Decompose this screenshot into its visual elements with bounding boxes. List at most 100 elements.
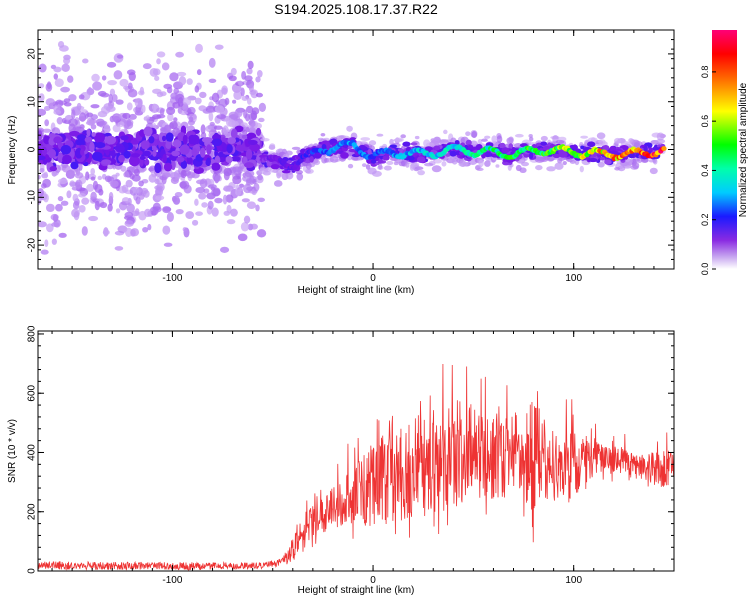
spectrogram-blob bbox=[368, 140, 377, 146]
spectrogram-blob bbox=[101, 75, 107, 81]
spectrogram-blob bbox=[402, 141, 411, 147]
colorbar-tick-label: 0.8 bbox=[700, 66, 710, 79]
spectrogram-blob bbox=[71, 109, 76, 120]
spectrogram-blob bbox=[198, 105, 207, 112]
spectrogram-blob bbox=[238, 80, 243, 86]
spectrogram-blob bbox=[257, 174, 263, 181]
spectrogram-blob bbox=[56, 117, 63, 125]
spectrogram-blob bbox=[79, 124, 85, 130]
spectrogram-blob bbox=[431, 165, 442, 173]
spectrogram-blob bbox=[72, 193, 79, 202]
spectrogram-blob bbox=[411, 162, 420, 167]
spectrogram-blob bbox=[230, 67, 237, 76]
spectrogram-blob bbox=[80, 148, 85, 156]
spectrogram-blob bbox=[126, 69, 136, 76]
spectrogram-blob bbox=[66, 190, 72, 199]
spectrogram-blob bbox=[496, 135, 503, 144]
spectrogram-blob bbox=[144, 158, 150, 166]
spectrogram-blob bbox=[222, 186, 233, 192]
spectrogram-blob bbox=[161, 62, 170, 71]
spectrogram-blob bbox=[105, 135, 117, 145]
spectrogram-ridge-point bbox=[661, 146, 667, 151]
spectrogram-blob bbox=[320, 133, 326, 137]
spectrogram-blob bbox=[175, 51, 184, 58]
spectrogram-blob bbox=[246, 97, 252, 105]
spectrogram-blob bbox=[598, 139, 606, 145]
spectrogram-blob bbox=[604, 159, 612, 165]
spectrogram-blob bbox=[115, 99, 124, 105]
spectrogram-blob bbox=[254, 122, 262, 129]
spectrogram-blob bbox=[442, 139, 453, 143]
spectrogram-blob bbox=[178, 76, 187, 86]
spectrogram-blob bbox=[132, 186, 140, 194]
spectrogram-blob bbox=[346, 125, 353, 132]
spectrogram-blob bbox=[182, 227, 188, 232]
spectrogram-blob bbox=[211, 188, 221, 197]
spectrogram-blob bbox=[495, 164, 500, 168]
spectrogram-blob bbox=[162, 153, 167, 164]
colorbar-tick-label: 0.0 bbox=[700, 263, 710, 276]
spectrogram-blob bbox=[42, 178, 51, 188]
spectrogram-blob bbox=[481, 138, 488, 142]
spectrogram-blob bbox=[43, 135, 51, 145]
spectrogram-blob bbox=[211, 207, 219, 217]
spectrogram-blob bbox=[232, 99, 237, 104]
spectrogram-blob bbox=[41, 146, 48, 156]
spectrogram-blob bbox=[162, 206, 172, 212]
spectrogram-blob bbox=[161, 135, 167, 142]
spectrogram-blob bbox=[38, 63, 47, 73]
spectrogram-blob bbox=[88, 215, 99, 222]
spectrogram-blob bbox=[410, 142, 418, 146]
spectrogram-blob bbox=[321, 144, 327, 151]
spectrogram-blob bbox=[643, 145, 648, 153]
spectrogram-blob bbox=[40, 249, 49, 255]
spectrogram-blob bbox=[243, 183, 252, 194]
spectrogram-blob bbox=[55, 203, 63, 212]
spectrogram-blob bbox=[449, 150, 457, 157]
spectrogram-blob bbox=[175, 208, 184, 215]
x-tick-label: 0 bbox=[370, 273, 376, 284]
spectrogram-blob bbox=[118, 201, 128, 211]
spectrogram-blob bbox=[255, 92, 263, 98]
spectrogram-blob bbox=[208, 57, 216, 68]
spectrogram-blob bbox=[246, 67, 253, 75]
spectrogram-blob bbox=[154, 75, 160, 81]
spectrogram-blob bbox=[97, 175, 103, 181]
spectrogram-blob bbox=[370, 159, 377, 164]
spectrogram-blob bbox=[173, 195, 180, 205]
spectrogram-blob bbox=[194, 85, 200, 93]
spectrogram-blob bbox=[166, 212, 174, 222]
spectrogram-blob bbox=[62, 154, 72, 165]
spectrogram-blob bbox=[84, 136, 93, 143]
spectrogram-blob bbox=[100, 92, 110, 98]
spectrogram-blob bbox=[162, 225, 171, 235]
spectrogram-blob bbox=[382, 155, 390, 161]
spectrogram-blob bbox=[508, 136, 514, 143]
spectrogram-blob bbox=[223, 171, 230, 181]
spectrogram-blob bbox=[180, 169, 187, 179]
spectrogram-blob bbox=[135, 208, 140, 215]
spectrogram-blob bbox=[540, 141, 548, 146]
spectrogram-blob bbox=[123, 171, 128, 178]
spectrogram-blob bbox=[107, 79, 118, 86]
spectrogram-blob bbox=[63, 98, 71, 103]
y-tick-label: 800 bbox=[27, 325, 38, 342]
spectrogram-blob bbox=[199, 178, 208, 189]
spectrogram-blob bbox=[273, 180, 283, 187]
spectrogram-blob bbox=[173, 87, 180, 95]
spectrogram-blob bbox=[227, 137, 237, 144]
spectrogram-blob bbox=[656, 132, 665, 141]
spectrogram-blob bbox=[209, 121, 215, 127]
spectrogram-blob bbox=[51, 238, 57, 245]
spectrogram-blob bbox=[240, 222, 250, 232]
spectrogram-blob bbox=[148, 167, 155, 172]
spectrogram-blob bbox=[226, 219, 236, 225]
spectrogram-blob bbox=[105, 105, 116, 113]
spectrogram-blob bbox=[57, 178, 68, 185]
spectrogram-blob bbox=[540, 135, 548, 142]
spectrogram-blob bbox=[214, 44, 224, 50]
spectrogram-blob bbox=[118, 154, 125, 163]
spectrogram-blob bbox=[86, 183, 95, 192]
spectrogram-blob bbox=[389, 144, 398, 148]
spectrogram-blob bbox=[182, 103, 189, 112]
